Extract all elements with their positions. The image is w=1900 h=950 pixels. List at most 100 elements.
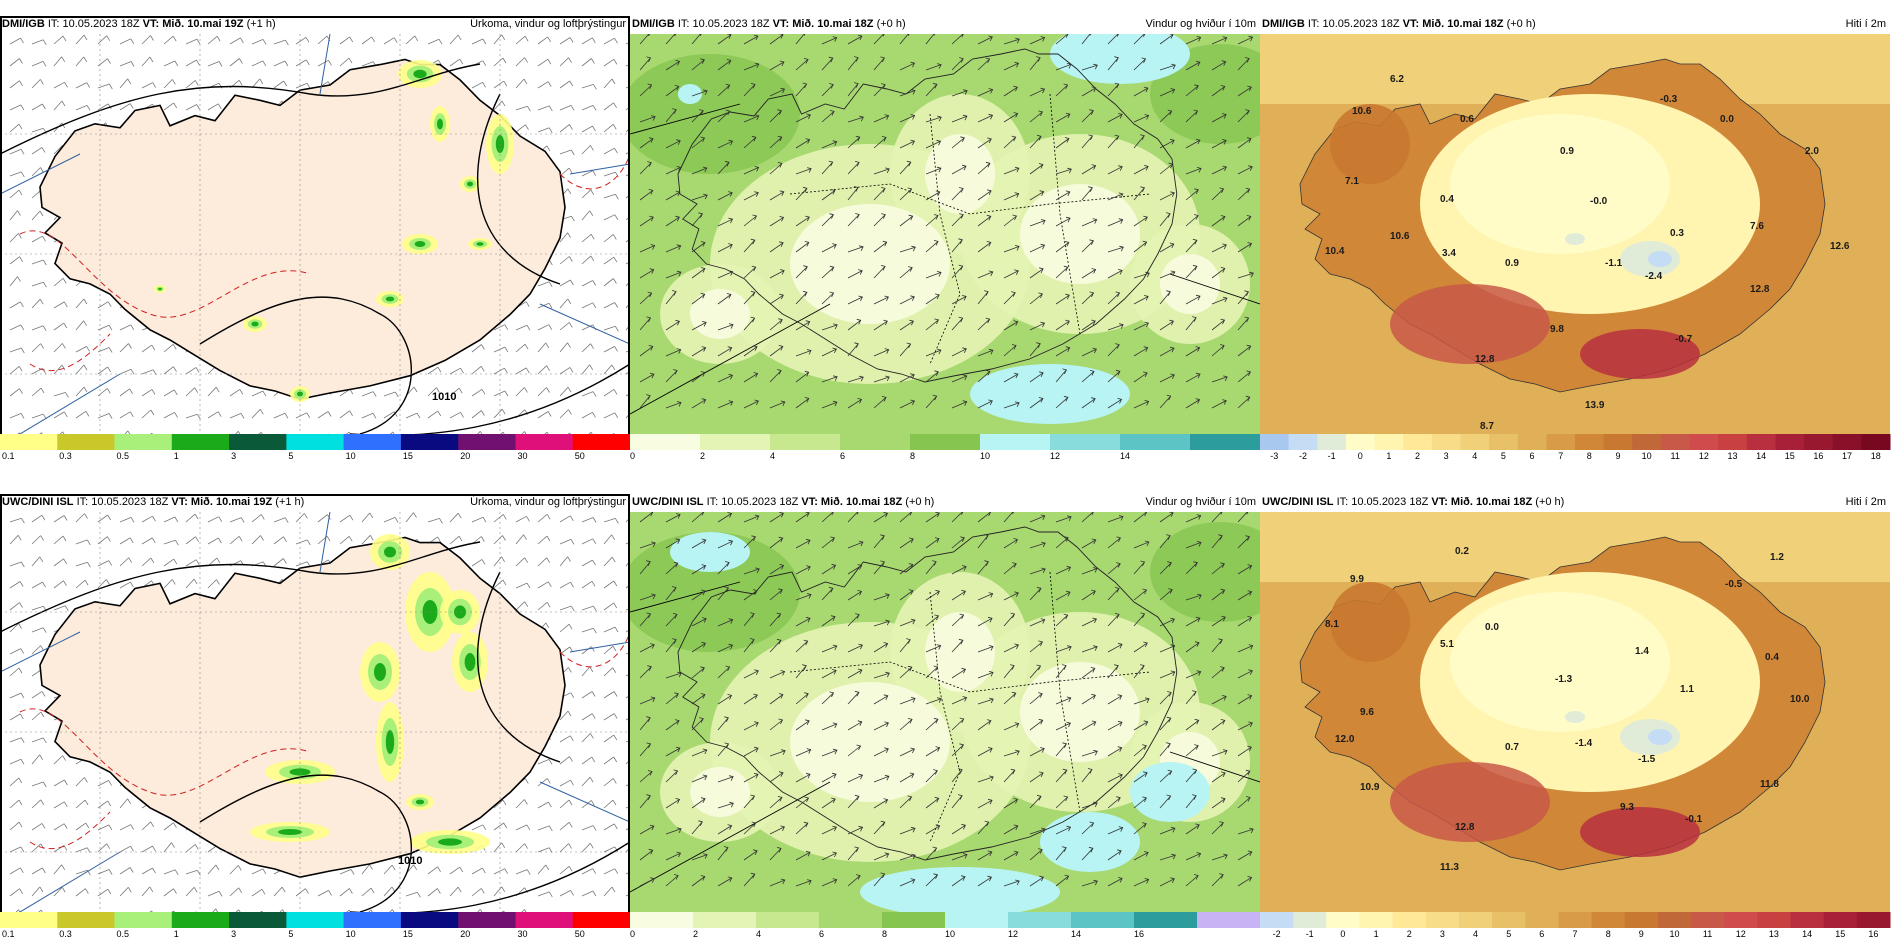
wind-barb (581, 605, 594, 611)
wind-barb (625, 541, 630, 545)
wind-barb (581, 233, 592, 243)
wind-barb-flag (482, 82, 486, 88)
wind-barb (493, 34, 503, 45)
temperature-value-label: 0.4 (1440, 194, 1454, 205)
legend-swatch (171, 912, 230, 928)
wind-barb (537, 324, 549, 331)
map-area[interactable]: 6.2 10.6 0.6 -0.3 0.0 0.9 2.0 7.1 0.4 -0.0 7.6 0.3 1… (1260, 34, 1890, 434)
wind-arrowhead (1245, 109, 1250, 115)
legend-tick-label: 6 (1529, 451, 1534, 461)
wind-barb (449, 34, 459, 45)
wind-arrowhead (1145, 697, 1150, 703)
wind-barb-flag (41, 514, 46, 521)
wind-arrowhead (1144, 400, 1150, 406)
wind-barb-flag (64, 605, 69, 612)
wind-arrowhead (1038, 292, 1043, 299)
wind-barb (559, 57, 569, 67)
wind-arrow (899, 619, 916, 627)
wind-barb-flag (173, 389, 178, 396)
wind-arrow (639, 594, 656, 601)
wind-arrowhead (962, 374, 968, 381)
wind-arrow (1159, 374, 1175, 383)
wind-arrowhead (1192, 316, 1197, 322)
wind-barb-flag (20, 737, 25, 743)
wind-arrow (743, 536, 756, 549)
wind-arrow (925, 770, 938, 783)
wind-barb-flag (174, 869, 179, 876)
map-area[interactable]: 1010 (0, 34, 630, 446)
wind-barb (537, 581, 549, 589)
legend-tick-label: -1 (1328, 451, 1336, 461)
wind-barb (537, 557, 547, 567)
wind-barb-flag (592, 538, 597, 545)
wind-arrowhead (932, 560, 937, 566)
wind-arrowhead (754, 166, 760, 172)
wind-arrow (951, 165, 967, 175)
wind-barb (559, 80, 570, 89)
wind-barb-flag (591, 691, 596, 697)
wind-arrowhead (752, 214, 758, 221)
wind-barb (581, 627, 594, 633)
wind-barb (185, 38, 198, 45)
wind-arrow (1081, 135, 1093, 149)
legend-tick-label: 2 (1415, 451, 1420, 461)
map-area[interactable] (630, 512, 1260, 912)
wind-arrowhead (1144, 878, 1150, 884)
wind-arrowhead (754, 191, 759, 197)
wind-barb (9, 189, 20, 199)
wind-barb-flag (546, 514, 551, 520)
wind-arrow (1237, 617, 1252, 627)
calm-area (925, 134, 995, 214)
wind-barb-flag (457, 886, 462, 893)
wind-barb (427, 38, 440, 45)
panel-uwc-wind: UWC/DINI ISL IT: 10.05.2023 18Z VT: Mið.… (630, 492, 1261, 942)
wind-barb-flag (281, 886, 286, 893)
wind-barb (75, 346, 87, 353)
wind-arrow (1081, 539, 1097, 549)
wind-arrowhead (988, 747, 993, 753)
wind-barb-flag (482, 867, 486, 874)
wind-arrow (873, 168, 890, 175)
wind-barb-flag (570, 149, 575, 156)
wind-arrowhead (1014, 61, 1020, 68)
wind-barb (53, 864, 63, 875)
wind-barb-flag (238, 80, 243, 86)
wind-barb (559, 322, 570, 331)
wind-arrowhead (1015, 37, 1020, 44)
map-area[interactable] (630, 34, 1260, 434)
wind-barb-flag (613, 59, 618, 65)
wind-arrowhead (1218, 534, 1223, 540)
wind-barb-flag (611, 556, 616, 563)
map-area[interactable]: 0.2 1.2 9.9 -0.5 0.0 8.1 5.1 1.4 0.4 -1.3 1.1 10.0 9… (1260, 512, 1890, 912)
legend-tick-label: 8 (910, 451, 915, 461)
wind-barb (163, 412, 175, 419)
temperature-value-label: 10.4 (1325, 246, 1345, 257)
wind-arrow (899, 161, 912, 175)
wind-barb-flag (173, 888, 177, 894)
wind-arrow (1185, 642, 1200, 653)
wind-arrow (821, 798, 836, 809)
legend-swatch (1517, 434, 1547, 450)
wind-barb-flag (107, 514, 112, 521)
wind-arrowhead (1115, 369, 1121, 376)
wind-arrowhead (988, 671, 994, 677)
wind-arrowhead (1192, 264, 1198, 271)
wind-arrowhead (1170, 191, 1175, 197)
map-area[interactable]: 1010 (0, 512, 630, 924)
wind-barb-flag (259, 409, 264, 415)
wind-barb (31, 581, 43, 589)
wind-arrow (899, 879, 915, 887)
wind-barb (537, 847, 550, 853)
wind-barb (141, 886, 151, 897)
wind-barb-flag (149, 886, 154, 893)
wind-arrow (665, 639, 677, 653)
wind-barb-flag (481, 559, 486, 565)
wind-barb-flag (589, 364, 594, 371)
temperature-value-label: 1.1 (1680, 684, 1694, 695)
wind-arrowhead (777, 135, 783, 142)
legend-swatch (945, 912, 1009, 928)
warm-lowland (1390, 284, 1550, 364)
wind-arrow (821, 190, 836, 201)
wind-barb (625, 412, 630, 419)
wind-arrow (1029, 398, 1044, 409)
